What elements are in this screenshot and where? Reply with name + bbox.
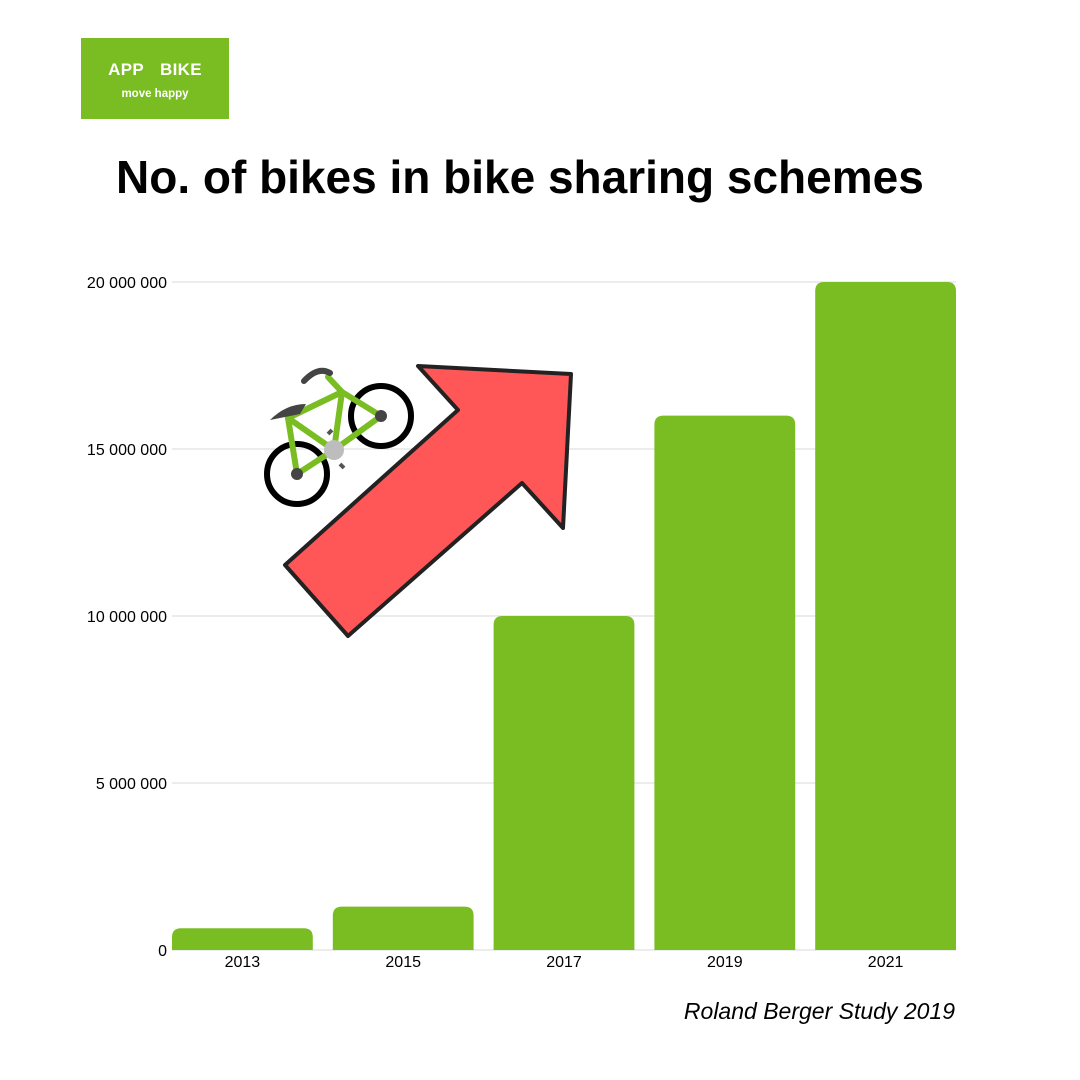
bar-2015: [332, 906, 474, 950]
x-tick-label: 2017: [546, 954, 582, 971]
y-tick-label: 10 000 000: [87, 609, 167, 626]
bar-2017: [493, 616, 635, 950]
y-tick-label: 0: [158, 943, 167, 960]
bar-2013: [172, 928, 313, 950]
y-tick-label: 20 000 000: [87, 275, 167, 292]
x-tick-label: 2021: [868, 954, 904, 971]
bar-2021: [815, 282, 956, 950]
app-bike-logo: APP BIKE move happy: [81, 38, 229, 119]
arrow-up-right-icon: [283, 364, 573, 638]
logo-brand-left: APP: [108, 60, 145, 79]
bar-2019: [654, 415, 796, 951]
y-tick-label: 5 000 000: [96, 776, 167, 793]
bike-icon: [264, 367, 414, 507]
source-note: Roland Berger Study 2019: [683, 998, 955, 1024]
x-tick-label: 2019: [707, 954, 743, 971]
bars: [172, 282, 956, 951]
x-tick-label: 2015: [385, 954, 421, 971]
y-tick-label: 15 000 000: [87, 442, 167, 459]
logo-tagline: move happy: [121, 88, 189, 100]
x-tick-label: 2013: [225, 954, 261, 971]
logo-brand-right: BIKE: [160, 60, 202, 79]
x-axis-ticks: 2013 2015 2017 2019 2021: [225, 954, 904, 971]
chart-title: No. of bikes in bike sharing schemes: [116, 151, 924, 203]
y-axis-ticks: 0 5 000 000 10 000 000 15 000 000 20 000 000: [87, 275, 167, 960]
logo-brand: APP BIKE: [81, 60, 229, 80]
